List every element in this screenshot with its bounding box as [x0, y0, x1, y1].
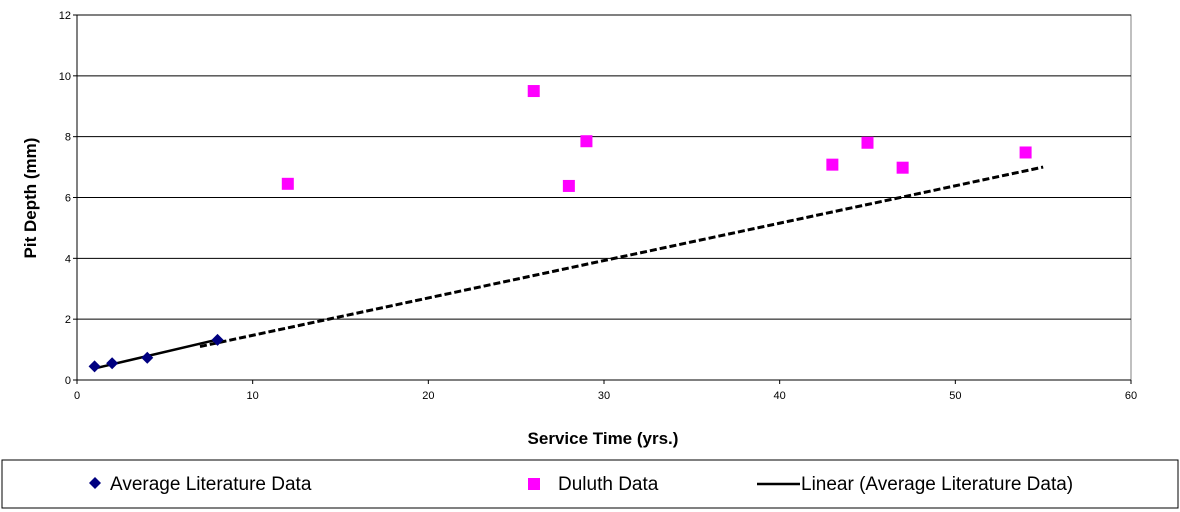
duluth-data-point: [580, 135, 593, 148]
y-tick-label: 10: [59, 71, 71, 83]
duluth-data-point: [896, 161, 909, 174]
duluth-data-point: [1019, 146, 1032, 159]
y-tick-label: 8: [65, 132, 71, 144]
duluth-data-point: [861, 136, 874, 149]
y-tick-label: 0: [65, 375, 71, 387]
legend-box: [1, 459, 1179, 509]
x-tick-label: 10: [247, 390, 259, 402]
legend: Average Literature Data Duluth Data Line…: [1, 459, 1179, 509]
x-tick-label: 40: [774, 390, 786, 402]
projection-dashed-line: [199, 165, 1044, 349]
x-tick-label: 50: [949, 390, 961, 402]
legend-label-duluth: Duluth Data: [558, 474, 659, 495]
legend-label-linear: Linear (Average Literature Data): [801, 474, 1073, 495]
literature-data-point: [106, 357, 119, 370]
literature-data-point: [211, 333, 224, 346]
legend-square-icon: [528, 478, 540, 490]
x-tick-labels: 0 10 20 30 40 50 60: [74, 390, 1137, 402]
duluth-data-point: [826, 158, 839, 171]
x-tick-label: 30: [598, 390, 610, 402]
literature-data-point: [88, 360, 101, 373]
data-points: [88, 85, 1032, 373]
x-tick-label: 60: [1125, 390, 1137, 402]
gridlines: [73, 14, 1131, 381]
duluth-data-point: [281, 177, 294, 190]
axes: [76, 15, 1132, 384]
literature-data-point: [141, 351, 154, 364]
x-tick-label: 20: [422, 390, 434, 402]
y-tick-label: 4: [65, 253, 71, 265]
x-axis-title: Service Time (yrs.): [528, 429, 679, 448]
legend-diamond-icon: [89, 477, 101, 489]
y-tick-label: 6: [65, 193, 71, 205]
legend-label-literature: Average Literature Data: [110, 474, 312, 495]
x-tick-label: 0: [74, 390, 80, 402]
y-tick-label: 12: [59, 10, 71, 22]
y-tick-labels: 0 2 4 6 8 10 12: [59, 10, 71, 387]
y-tick-label: 2: [65, 314, 71, 326]
duluth-data-point: [562, 179, 575, 192]
y-axis-title: Pit Depth (mm): [21, 138, 40, 259]
duluth-data-point: [527, 85, 540, 98]
